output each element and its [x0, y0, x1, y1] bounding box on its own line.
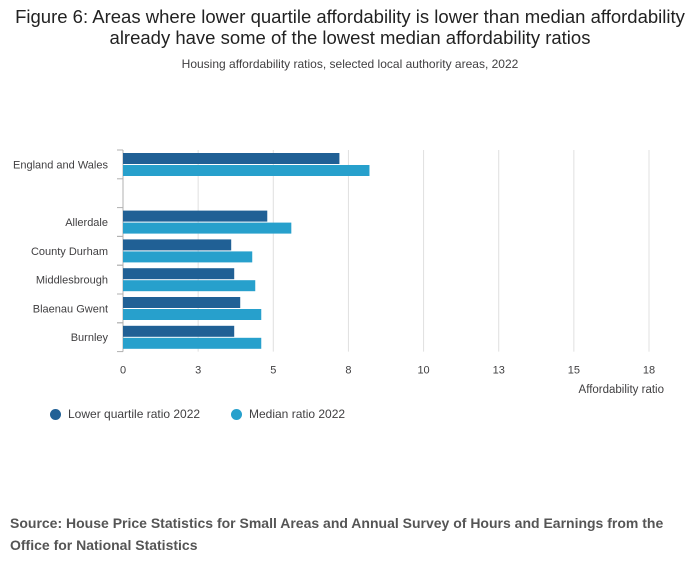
source-note: Source: House Price Statistics for Small…	[10, 515, 664, 553]
bar	[123, 337, 262, 349]
x-tick-label: 8	[345, 365, 351, 377]
grid-lines	[117, 149, 650, 353]
y-category-label: Burnley	[71, 332, 109, 344]
x-tick-label: 10	[417, 365, 429, 377]
bar	[123, 309, 262, 320]
bar	[123, 280, 256, 292]
bar	[123, 239, 232, 251]
bar	[123, 325, 235, 337]
legend-label-median: Median ratio 2022	[249, 407, 346, 421]
legend-label-lower-quartile: Lower quartile ratio 2022	[68, 407, 201, 421]
y-category-label: County Durham	[31, 246, 108, 258]
bar	[123, 297, 241, 308]
y-category-label: Blaenau Gwent	[33, 303, 108, 315]
x-axis-tick-labels: 0 3 5 8 10 13 15 18	[120, 365, 655, 377]
chart-title: Figure 6: Areas where lower quartile aff…	[15, 6, 685, 48]
y-axis-labels: England and Wales Allerdale County Durham M…	[13, 159, 109, 344]
x-tick-label: 15	[568, 365, 580, 377]
bar	[123, 210, 268, 222]
y-category-label: Allerdale	[65, 217, 108, 229]
x-tick-label: 3	[195, 365, 201, 377]
x-tick-label: 0	[120, 365, 126, 377]
legend-item-median: Median ratio 2022	[231, 407, 345, 421]
bar	[123, 222, 292, 234]
bar	[123, 153, 340, 164]
bar	[123, 268, 235, 280]
bar	[123, 165, 370, 176]
legend-item-lower-quartile: Lower quartile ratio 2022	[50, 407, 200, 421]
lower-quartile-swatch	[50, 408, 61, 420]
chart-subtitle: Housing affordability ratios, selected l…	[181, 57, 519, 71]
y-category-label: Middlesbrough	[36, 275, 108, 287]
median-swatch	[231, 408, 242, 420]
x-tick-label: 18	[643, 365, 655, 377]
x-tick-label: 13	[493, 365, 505, 377]
bars	[123, 153, 370, 349]
y-category-label: England and Wales	[13, 159, 108, 171]
x-axis-title: Affordability ratio	[579, 384, 664, 396]
bar	[123, 251, 253, 263]
bar-chart: England and Wales Allerdale County Durham M…	[13, 149, 664, 396]
x-tick-label: 5	[270, 365, 276, 377]
